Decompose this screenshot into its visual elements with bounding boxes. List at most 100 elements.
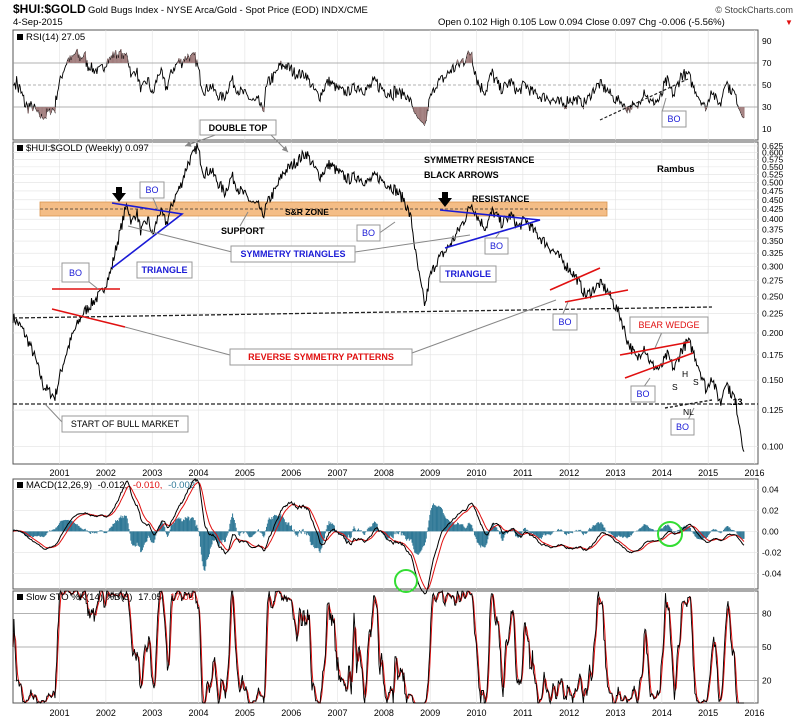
black-arrow-2002 xyxy=(112,187,126,202)
rsi-line xyxy=(13,48,745,127)
price-tick-label: 0.425 xyxy=(762,204,784,214)
reverse-symmetry-label: REVERSE SYMMETRY PATTERNS xyxy=(248,352,394,362)
resistance-label: RESISTANCE xyxy=(472,194,529,204)
price-layer xyxy=(12,142,745,452)
price-tick-label: 0.100 xyxy=(762,442,784,452)
rsi-tick-label: 90 xyxy=(762,36,772,46)
sto-layer xyxy=(12,589,758,705)
rsi-title-swatch xyxy=(17,34,23,40)
rsi-tick-label: 50 xyxy=(762,80,772,90)
symbol-description: Gold Bugs Index - NYSE Arca/Gold - Spot … xyxy=(88,5,368,16)
double-top-label: DOUBLE TOP xyxy=(209,123,268,133)
sto-title: Slow STO %K(14) %D(3) 17.05, 17.08 xyxy=(26,592,194,603)
price-tick-label: 0.350 xyxy=(762,236,784,246)
rsi-tick-label: 70 xyxy=(762,58,772,68)
red-line-3 xyxy=(549,267,601,291)
annotation-lines xyxy=(12,78,758,593)
year-label-bottom: 2016 xyxy=(744,708,764,718)
year-label-mid: 2013 xyxy=(606,468,626,478)
axis-layer: 0.100 0.125 0.150 0.175 0.200 0.225 0.250 0.275… xyxy=(50,36,784,718)
year-label-bottom: 2010 xyxy=(467,708,487,718)
price-tick-label: 0.275 xyxy=(762,276,784,286)
rsi-title: RSI(14) 27.05 xyxy=(26,32,85,43)
pointer-reverse-1 xyxy=(124,326,231,356)
h-label: H xyxy=(682,369,688,379)
price-tick-label: 0.575 xyxy=(762,155,784,165)
year-label-mid: 2009 xyxy=(420,468,440,478)
price-line xyxy=(12,142,745,452)
triangle-box-2002 xyxy=(136,261,193,279)
support-label: SUPPORT xyxy=(221,226,265,236)
author-label: Rambus xyxy=(657,164,694,175)
bo-box-2003 xyxy=(139,181,165,199)
price-tick-label: 0.175 xyxy=(762,350,784,360)
macd-highlight-2008 xyxy=(394,569,418,593)
triangle-box-2010 xyxy=(439,265,497,283)
price-tick-label: 0.300 xyxy=(762,261,784,271)
blue-triangle-2010 xyxy=(439,209,541,249)
price-tick-label: 0.400 xyxy=(762,214,784,224)
macd-highlight-2014 xyxy=(657,521,683,547)
macd-tick-label: -0.04 xyxy=(762,568,782,578)
year-label-bottom: 2005 xyxy=(235,708,255,718)
price-tick-label: 0.225 xyxy=(762,309,784,319)
symmetry-resistance-label: SYMMETRY RESISTANCE xyxy=(424,155,534,165)
price-tick-label: 0.525 xyxy=(762,170,784,180)
callout-boxes: DOUBLE TOP SYMMETRY RESISTANCE BLACK ARR… xyxy=(61,110,743,436)
black-arrow-2009 xyxy=(438,192,452,207)
triangle-label-2002: TRIANGLE xyxy=(142,265,188,275)
quote-line: Open 0.102 High 0.105 Low 0.094 Close 0.… xyxy=(438,17,725,28)
year-label-bottom: 2008 xyxy=(374,708,394,718)
rsi-tick-label: 10 xyxy=(762,124,772,134)
level-13-label: .13 xyxy=(730,397,743,407)
year-label-bottom: 2006 xyxy=(281,708,301,718)
price-tick-label: 0.250 xyxy=(762,291,784,301)
pointer-symmetry-2 xyxy=(354,234,471,253)
bo-box-2012 xyxy=(552,313,578,331)
sto-tick-label: 50 xyxy=(762,642,772,652)
pointer-bo-rsi xyxy=(661,97,667,113)
bo-box-2015 xyxy=(670,418,695,436)
pointer-bo-2003 xyxy=(152,197,159,211)
price-tick-label: 0.600 xyxy=(762,148,784,158)
sto-tick-label: 80 xyxy=(762,608,772,618)
rsi-tick-label: 30 xyxy=(762,102,772,112)
price-tick-label: 0.125 xyxy=(762,405,784,415)
macd-tick-label: -0.02 xyxy=(762,547,782,557)
symmetry-triangles-label: SYMMETRY TRIANGLES xyxy=(240,249,345,259)
year-label-mid: 2005 xyxy=(235,468,255,478)
start-bull-label: START OF BULL MARKET xyxy=(71,419,180,429)
year-label-bottom: 2001 xyxy=(50,708,70,718)
nl-label: NL xyxy=(683,407,694,417)
year-label-mid: 2014 xyxy=(652,468,672,478)
price-tick-label: 0.550 xyxy=(762,162,784,172)
macd-line xyxy=(12,477,745,595)
support-dashed-line xyxy=(12,306,713,319)
year-label-bottom: 2009 xyxy=(420,708,440,718)
macd-title: MACD(12,26,9) -0.012, -0.010, -0.002 xyxy=(26,480,195,491)
price-title: $HUI:$GOLD (Weekly) 0.097 xyxy=(26,143,149,154)
year-label-mid: 2004 xyxy=(189,468,209,478)
start-bull-box xyxy=(61,415,189,433)
year-label-bottom: 2004 xyxy=(189,708,209,718)
year-label-mid: 2012 xyxy=(559,468,579,478)
bo-label-2003: BO xyxy=(145,185,158,195)
bear-wedge-box xyxy=(629,316,709,334)
year-label-mid: 2002 xyxy=(96,468,116,478)
bo-label-2014: BO xyxy=(636,389,649,399)
sr-zone-label: S&R ZONE xyxy=(285,207,329,217)
bo-box-2009 xyxy=(356,224,381,242)
year-label-bottom: 2015 xyxy=(698,708,718,718)
year-label-mid: 2007 xyxy=(328,468,348,478)
sto-title-swatch xyxy=(17,594,23,600)
pointer-support xyxy=(239,211,249,227)
quote-down-icon: ▼ xyxy=(785,18,793,27)
bo-label-2009: BO xyxy=(362,228,375,238)
bo-box-2014 xyxy=(630,385,656,403)
year-label-bottom: 2007 xyxy=(328,708,348,718)
macd-panel xyxy=(12,478,759,590)
bo-label-2001: BO xyxy=(69,268,82,278)
macd-value: -0.012, xyxy=(98,480,128,491)
macd-layer xyxy=(12,477,758,595)
pointer-symmetry-1 xyxy=(127,225,237,254)
